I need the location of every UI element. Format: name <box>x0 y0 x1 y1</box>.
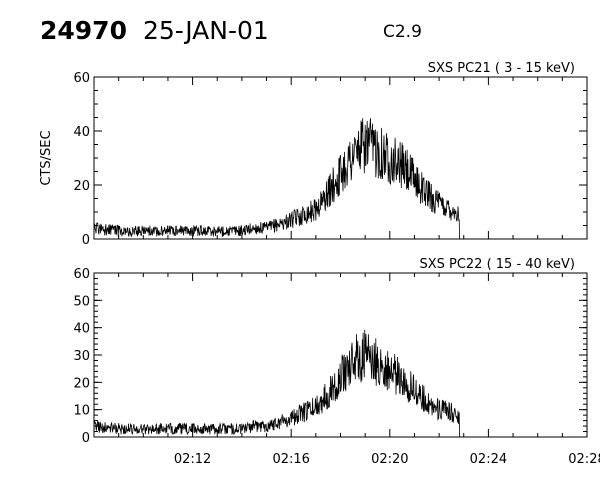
event-id: 24970 <box>40 16 127 45</box>
flare-class: C2.9 <box>383 22 422 42</box>
x-tick-label: 02:28 <box>568 452 600 467</box>
y-axis-label: CTS/SEC <box>39 130 54 185</box>
y-tick-label: 60 <box>73 71 90 86</box>
series-line-2-1 <box>93 329 460 438</box>
y-tick-label: 60 <box>73 267 90 282</box>
y-tick-label: 20 <box>73 376 90 391</box>
x-tick-label: 02:16 <box>272 452 309 467</box>
panel-title-2: SXS PC22 ( 15 - 40 keV) <box>419 257 575 272</box>
y-tick-label: 40 <box>73 125 90 140</box>
plot-frame-2 <box>93 272 588 438</box>
y-tick-label: 20 <box>73 179 90 194</box>
event-date: 25-JAN-01 <box>143 16 269 45</box>
x-tick-label: 02:12 <box>174 452 211 467</box>
panel-title-1: SXS PC21 ( 3 - 15 keV) <box>428 61 575 76</box>
y-tick-label: 0 <box>82 431 90 446</box>
y-tick-label: 10 <box>73 404 90 419</box>
y-tick-label: 30 <box>73 349 90 364</box>
y-tick-label: 0 <box>82 233 90 248</box>
x-tick-label: 02:20 <box>371 452 408 467</box>
x-tick-label: 02:24 <box>470 452 507 467</box>
y-tick-label: 50 <box>73 294 90 309</box>
series-line-1-1 <box>93 118 460 240</box>
y-tick-label: 40 <box>73 322 90 337</box>
